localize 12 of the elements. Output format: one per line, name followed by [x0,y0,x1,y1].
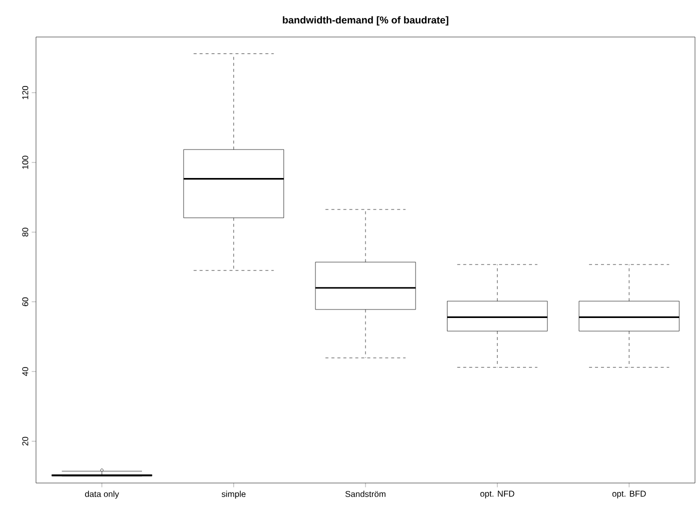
y-tick-label: 120 [22,86,28,100]
y-tick-label: 40 [22,367,28,376]
chart-title: bandwidth-demand [% of baudrate] [282,16,448,26]
x-tick-label: opt. NFD [480,490,514,498]
y-tick-label: 80 [22,228,28,236]
x-tick-label: simple [222,490,246,499]
y-tick-label: 100 [22,156,28,169]
x-tick-label: Sandström [345,490,386,497]
y-tick-label: 20 [22,436,28,446]
y-tick-label: 60 [22,297,28,306]
x-tick-label: data only [85,490,120,499]
x-tick-label: opt. BFD [612,490,646,498]
